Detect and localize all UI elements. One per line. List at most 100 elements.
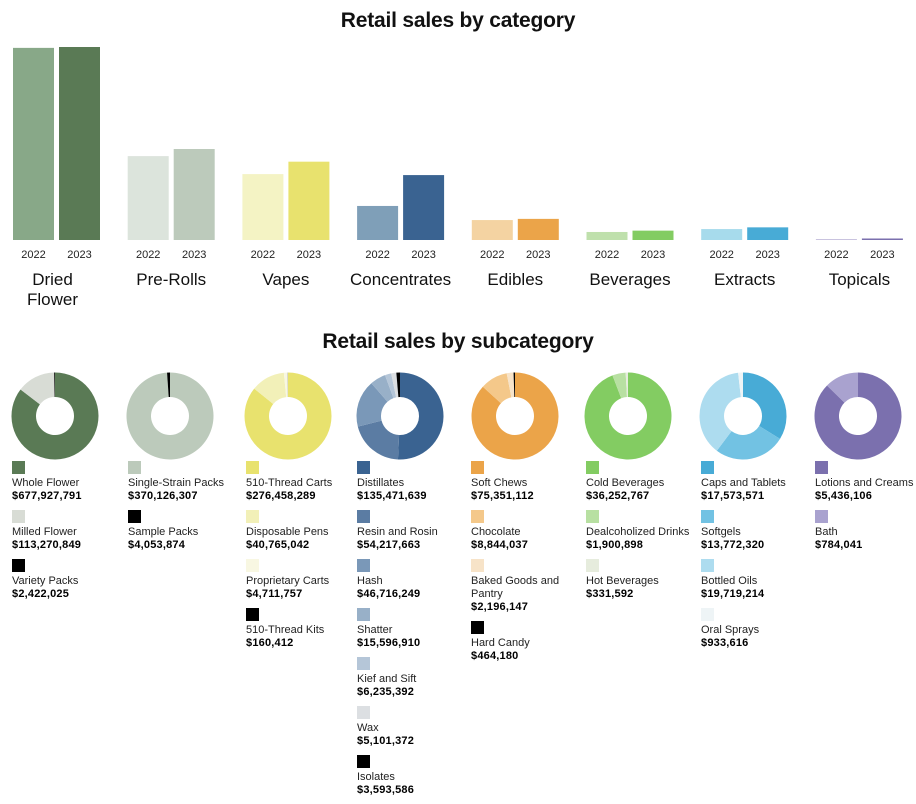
donut-slice-distillates — [398, 373, 444, 460]
bar-year-label: 2023 — [526, 249, 550, 261]
legend-swatch — [12, 510, 25, 523]
legend-value: $36,252,767 — [586, 490, 698, 503]
legend-item: Hot Beverages$331,592 — [586, 559, 698, 601]
legend-label: Milled Flower — [12, 526, 124, 539]
legend-item: Distillates$135,471,639 — [357, 461, 469, 503]
legend-swatch — [246, 559, 259, 572]
legend-label: Lotions and Creams — [815, 477, 916, 490]
legend-label: Proprietary Carts — [246, 575, 358, 588]
legend-item: Dealcoholized Drinks$1,900,898 — [586, 510, 698, 552]
legend-item: Proprietary Carts$4,711,757 — [246, 559, 358, 601]
legend-value: $5,436,106 — [815, 490, 916, 503]
legend-topicals: Lotions and Creams$5,436,106 Bath$784,041 — [815, 461, 916, 559]
legend-swatch — [246, 510, 259, 523]
legend-item: Single-Strain Packs$370,126,307 — [128, 461, 240, 503]
legend-label: Isolates — [357, 771, 469, 784]
donut-extracts — [700, 373, 787, 460]
legend-label: Cold Beverages — [586, 477, 698, 490]
legend-item: Cold Beverages$36,252,767 — [586, 461, 698, 503]
legend-label: Dealcoholized Drinks — [586, 526, 698, 539]
bar-year-label: 2022 — [709, 249, 733, 261]
legend-label: Whole Flower — [12, 477, 124, 490]
legend-value: $13,772,320 — [701, 539, 813, 552]
legend-dried-flower: Whole Flower$677,927,791 Milled Flower$11… — [12, 461, 124, 608]
bar-year-label: 2023 — [755, 249, 779, 261]
legend-swatch — [815, 510, 828, 523]
legend-beverages: Cold Beverages$36,252,767 Dealcoholized D… — [586, 461, 698, 608]
bar-dried-flower-2022 — [13, 48, 54, 240]
legend-extracts: Caps and Tablets$17,573,571 Softgels$13,7… — [701, 461, 813, 657]
legend-item: Shatter$15,596,910 — [357, 608, 469, 650]
legend-swatch — [357, 559, 370, 572]
bar-concentrates-2022 — [357, 206, 398, 240]
bar-year-label: 2022 — [595, 249, 619, 261]
donut-vapes — [244, 373, 331, 460]
legend-item: Lotions and Creams$5,436,106 — [815, 461, 916, 503]
legend-label: Resin and Rosin — [357, 526, 469, 539]
bar-year-label: 2022 — [136, 249, 160, 261]
legend-item: Softgels$13,772,320 — [701, 510, 813, 552]
legend-swatch — [471, 461, 484, 474]
bar-year-label: 2023 — [67, 249, 91, 261]
bar-year-label: 2023 — [297, 249, 321, 261]
donut-dried-flower — [11, 373, 98, 460]
legend-value: $135,471,639 — [357, 490, 469, 503]
bar-year-label: 2023 — [870, 249, 894, 261]
legend-item: Bath$784,041 — [815, 510, 916, 552]
bar-extracts-2023 — [747, 227, 788, 240]
legend-swatch — [357, 706, 370, 719]
legend-item: Resin and Rosin$54,217,663 — [357, 510, 469, 552]
legend-item: Bottled Oils$19,719,214 — [701, 559, 813, 601]
legend-label: 510-Thread Kits — [246, 624, 358, 637]
legend-value: $677,927,791 — [12, 490, 124, 503]
legend-value: $46,716,249 — [357, 588, 469, 601]
legend-item: Wax$5,101,372 — [357, 706, 469, 748]
legend-swatch — [471, 621, 484, 634]
legend-value: $3,593,586 — [357, 784, 469, 797]
legend-value: $40,765,042 — [246, 539, 358, 552]
legend-value: $331,592 — [586, 588, 698, 601]
legend-value: $1,900,898 — [586, 539, 698, 552]
legend-value: $370,126,307 — [128, 490, 240, 503]
legend-item: Hard Candy$464,180 — [471, 621, 583, 663]
category-label: Concentrates — [350, 270, 451, 289]
bar-extracts-2022 — [701, 229, 742, 240]
bar-year-label: 2023 — [411, 249, 435, 261]
legend-label: Kief and Sift — [357, 673, 469, 686]
legend-label: Hard Candy — [471, 637, 583, 650]
legend-swatch — [357, 608, 370, 621]
legend-swatch — [701, 608, 714, 621]
bar-year-label: 2022 — [365, 249, 389, 261]
legend-swatch — [246, 608, 259, 621]
category-label: Flower — [27, 290, 78, 309]
bar-year-label: 2022 — [21, 249, 45, 261]
legend-item: Hash$46,716,249 — [357, 559, 469, 601]
legend-label: Caps and Tablets — [701, 477, 813, 490]
legend-swatch — [815, 461, 828, 474]
legend-value: $113,270,849 — [12, 539, 124, 552]
legend-value: $2,196,147 — [471, 601, 583, 614]
legend-item: Milled Flower$113,270,849 — [12, 510, 124, 552]
legend-swatch — [357, 461, 370, 474]
bar-edibles-2022 — [472, 220, 513, 240]
legend-swatch — [586, 510, 599, 523]
legend-swatch — [12, 461, 25, 474]
legend-item: Variety Packs$2,422,025 — [12, 559, 124, 601]
legend-item: Caps and Tablets$17,573,571 — [701, 461, 813, 503]
legend-swatch — [701, 559, 714, 572]
donut-concentrates — [356, 373, 443, 460]
legend-swatch — [357, 755, 370, 768]
legend-value: $784,041 — [815, 539, 916, 552]
legend-swatch — [701, 461, 714, 474]
legend-item: Soft Chews$75,351,112 — [471, 461, 583, 503]
legend-value: $15,596,910 — [357, 637, 469, 650]
legend-item: Baked Goods and Pantry$2,196,147 — [471, 559, 583, 614]
legend-label: Softgels — [701, 526, 813, 539]
legend-item: Sample Packs$4,053,874 — [128, 510, 240, 552]
bar-pre-rolls-2022 — [128, 156, 169, 240]
donut-slice-resin-and-rosin — [358, 421, 399, 460]
